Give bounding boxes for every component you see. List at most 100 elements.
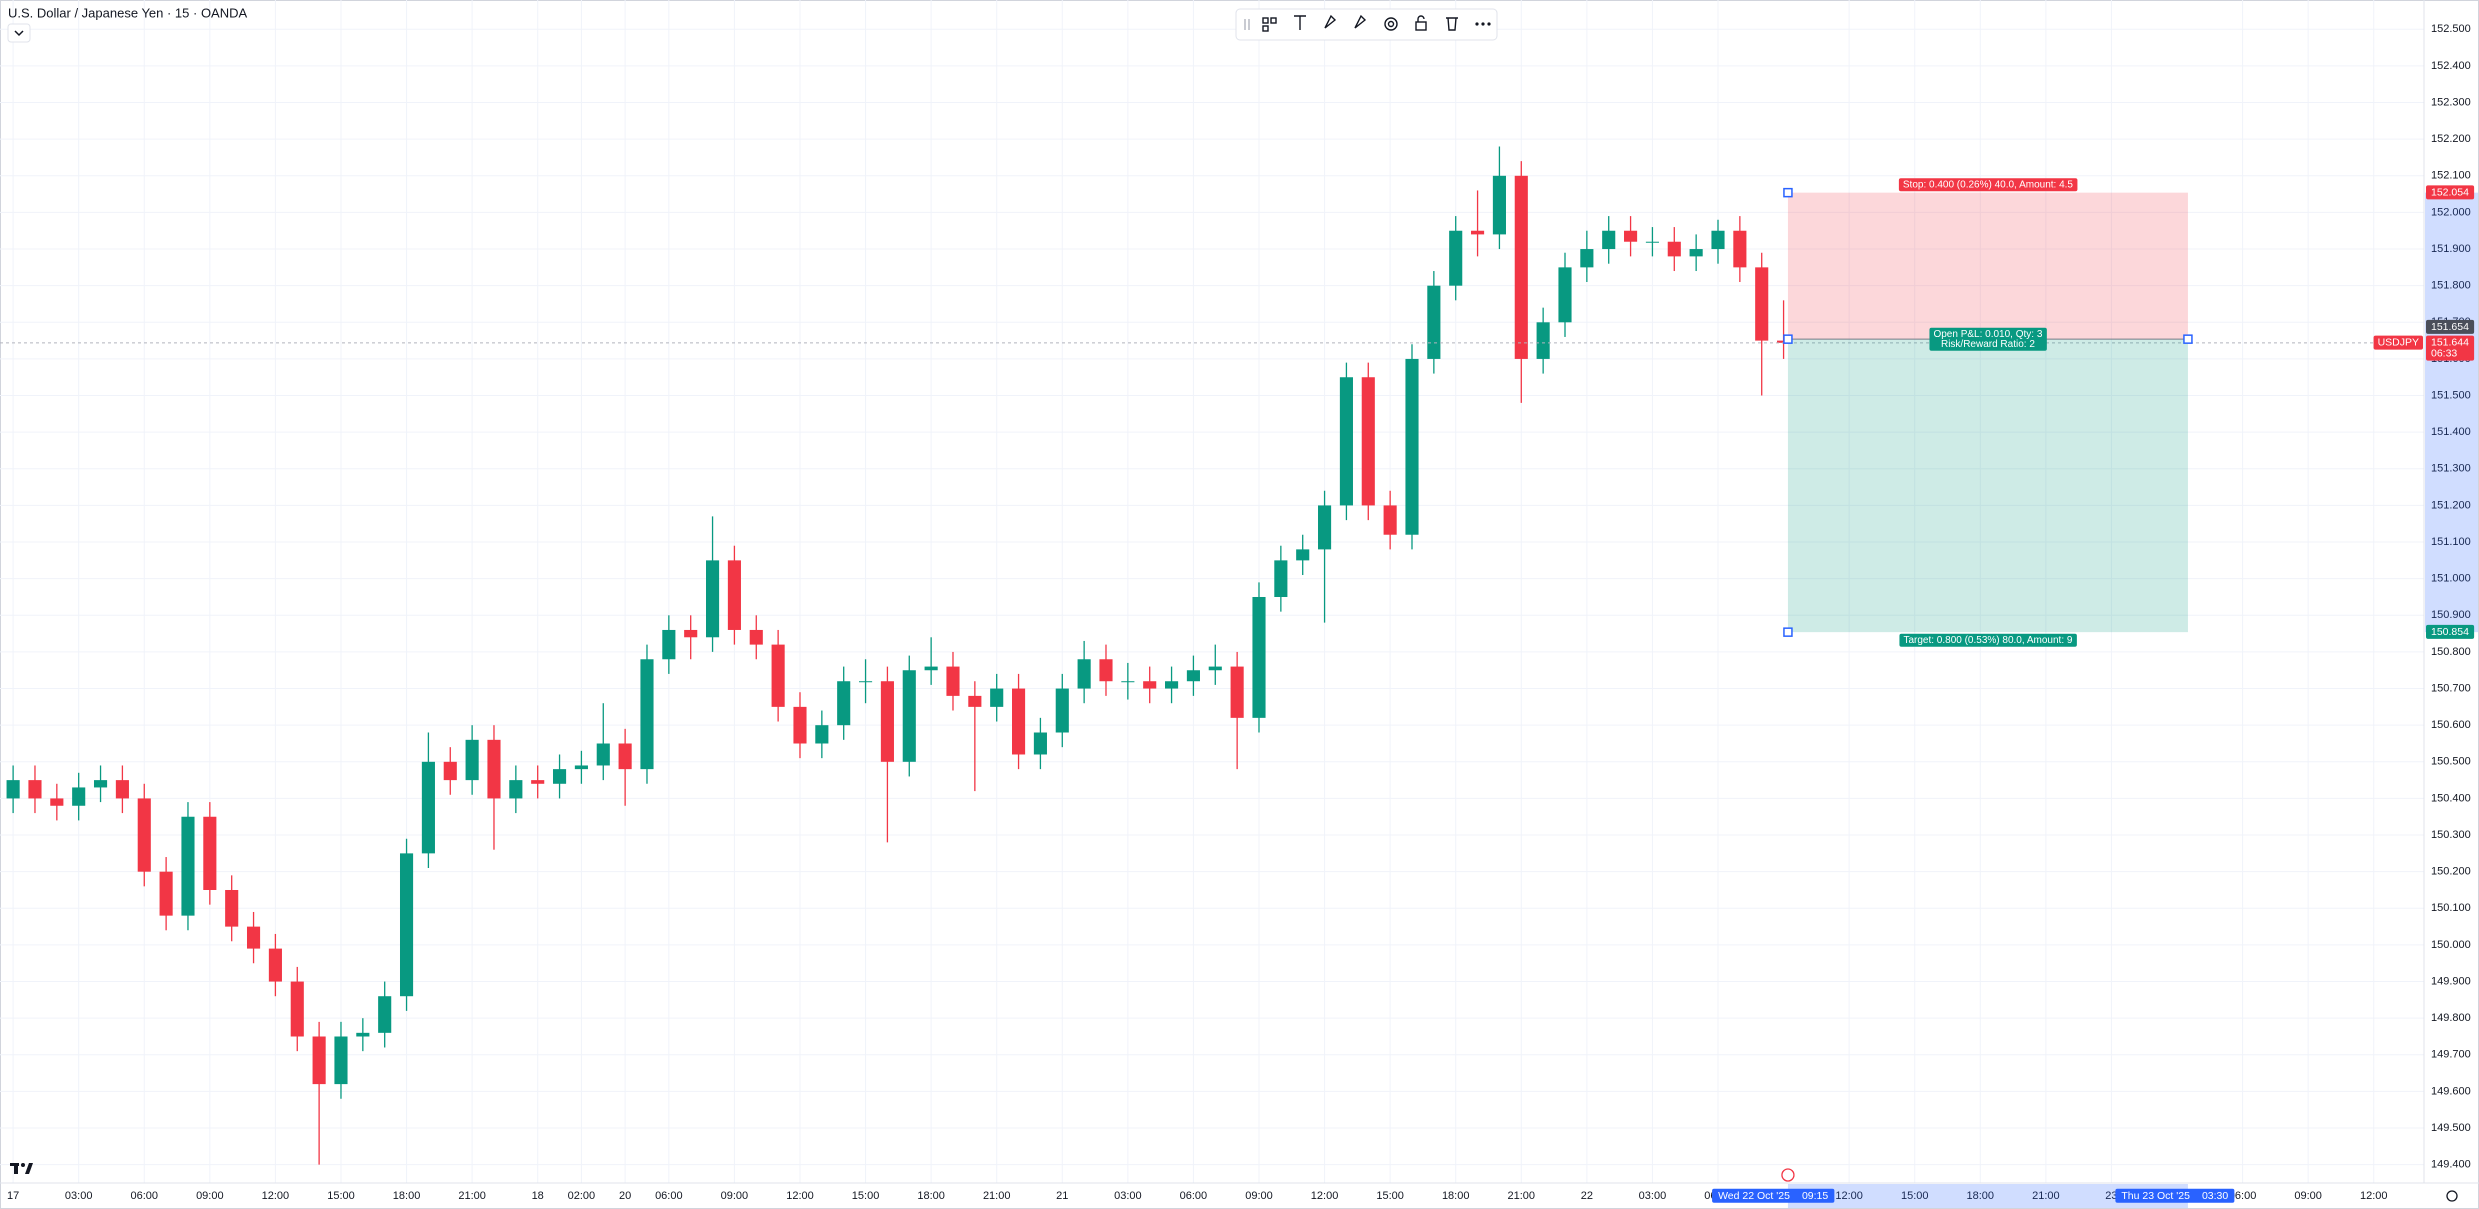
candle-body <box>771 644 785 707</box>
label-background <box>2426 319 2475 334</box>
candle-body <box>727 560 741 630</box>
x-tick-label: 03:00 <box>1114 1190 1142 1202</box>
legend-toggle[interactable] <box>7 23 31 43</box>
candle-body <box>6 780 20 799</box>
candle-body <box>684 629 698 638</box>
gear-icon[interactable] <box>2446 1190 2458 1202</box>
lock-icon[interactable] <box>1415 21 1427 31</box>
x-tick-label: 15:00 <box>1376 1190 1404 1202</box>
y-tick-label: 149.700 <box>2431 1049 2471 1061</box>
x-tick-label: 21:00 <box>2032 1190 2060 1202</box>
candle-body <box>1186 670 1200 682</box>
resize-handle[interactable] <box>1783 187 1793 198</box>
label-background <box>2426 185 2475 200</box>
settings-button[interactable] <box>2446 1190 2458 1202</box>
label-background <box>2426 335 2475 361</box>
resize-handle[interactable] <box>1783 334 1793 344</box>
x-tick-label: 15:00 <box>852 1190 880 1202</box>
more-icon[interactable] <box>1475 22 1491 26</box>
candle-body <box>1449 230 1463 286</box>
candle-body <box>749 629 763 645</box>
candle-body <box>1099 659 1113 682</box>
candle-body <box>990 688 1004 707</box>
settings-icon[interactable] <box>1384 17 1398 31</box>
template-icon[interactable] <box>1262 17 1269 24</box>
candle-body <box>465 739 479 781</box>
delete-icon[interactable] <box>1446 17 1458 31</box>
y-tick-label: 150.700 <box>2431 682 2471 694</box>
symbol-label: USDJPY <box>2378 337 2419 349</box>
x-tick-label: 21 <box>1056 1190 1068 1202</box>
x-tick-label: 18:00 <box>1967 1190 1995 1202</box>
template-icon <box>1270 17 1277 24</box>
candle-body <box>1492 175 1506 235</box>
time-date-label: Wed 22 Oct '25 <box>1718 1190 1790 1202</box>
candle-body <box>1121 681 1135 683</box>
y-tick-label: 151.300 <box>2431 463 2471 475</box>
x-tick-label: 09:00 <box>196 1190 224 1202</box>
candle-body <box>378 996 392 1033</box>
candle-body <box>203 816 217 890</box>
fill-color-icon[interactable] <box>1354 14 1367 29</box>
y-tick-label: 152.200 <box>2431 133 2471 145</box>
logo-part <box>25 1163 33 1174</box>
candle-body <box>1755 267 1769 341</box>
toggle-box[interactable] <box>7 23 31 43</box>
candle-body <box>72 787 86 806</box>
candle-body <box>1033 732 1047 755</box>
label-background <box>1898 178 2078 192</box>
logo-part <box>21 1163 25 1167</box>
candle-body <box>640 659 654 770</box>
text-icon[interactable] <box>1294 15 1306 30</box>
candle-body <box>596 743 610 766</box>
candle-body <box>1667 241 1681 257</box>
y-tick-label: 150.600 <box>2431 719 2471 731</box>
x-tick-label: 18:00 <box>1442 1190 1470 1202</box>
x-tick-label: 02:00 <box>568 1190 596 1202</box>
candle-body <box>946 666 960 696</box>
candle-body <box>531 780 545 784</box>
position-label: Stop: 0.400 (0.26%) 40.0, Amount: 4.5 <box>1903 179 2074 190</box>
resize-handle[interactable] <box>1783 627 1793 637</box>
y-tick-label: 150.500 <box>2431 756 2471 768</box>
y-tick-label: 151.800 <box>2431 280 2471 292</box>
x-tick-label: 03:00 <box>1639 1190 1667 1202</box>
candle-body <box>618 743 632 770</box>
candle-body <box>356 1032 370 1037</box>
resize-handle[interactable] <box>2183 334 2193 344</box>
y-tick-label: 151.500 <box>2431 389 2471 401</box>
candle-body <box>28 780 42 799</box>
candle-body <box>1471 230 1485 235</box>
candle-body <box>1055 688 1069 733</box>
candle-body <box>1165 681 1179 689</box>
candle-body <box>268 948 282 982</box>
x-tick-label: 09:00 <box>721 1190 749 1202</box>
candle-body <box>1077 659 1091 689</box>
y-tick-label: 152.100 <box>2431 170 2471 182</box>
y-tick-label: 150.400 <box>2431 792 2471 804</box>
candle-body <box>1405 358 1419 535</box>
time-clock-label: 09:15 <box>1802 1190 1828 1202</box>
candle-body <box>859 681 873 683</box>
candle-body <box>115 780 129 799</box>
candle-body <box>246 926 261 949</box>
x-tick-label: 21:00 <box>1508 1190 1536 1202</box>
x-tick-label: 12:00 <box>786 1190 814 1202</box>
label-background <box>2115 1188 2235 1203</box>
stop-zone <box>1787 192 2188 340</box>
candle-body <box>290 981 304 1037</box>
label-background <box>1899 633 2077 647</box>
candle-body <box>1624 230 1638 242</box>
candle-body <box>443 761 457 781</box>
y-tick-label: 149.400 <box>2431 1159 2471 1171</box>
y-tick-label: 150.100 <box>2431 902 2471 914</box>
x-tick-label: 03:00 <box>65 1190 93 1202</box>
line-color-icon[interactable] <box>1324 14 1337 29</box>
target-price-label: 150.854 <box>2431 626 2469 638</box>
candle-body <box>880 681 894 762</box>
candle-body <box>1252 596 1266 718</box>
candle-body <box>902 670 916 762</box>
y-tick-label: 151.400 <box>2431 426 2471 438</box>
candle-body <box>924 666 938 671</box>
drag-handle[interactable] <box>1244 19 1250 30</box>
